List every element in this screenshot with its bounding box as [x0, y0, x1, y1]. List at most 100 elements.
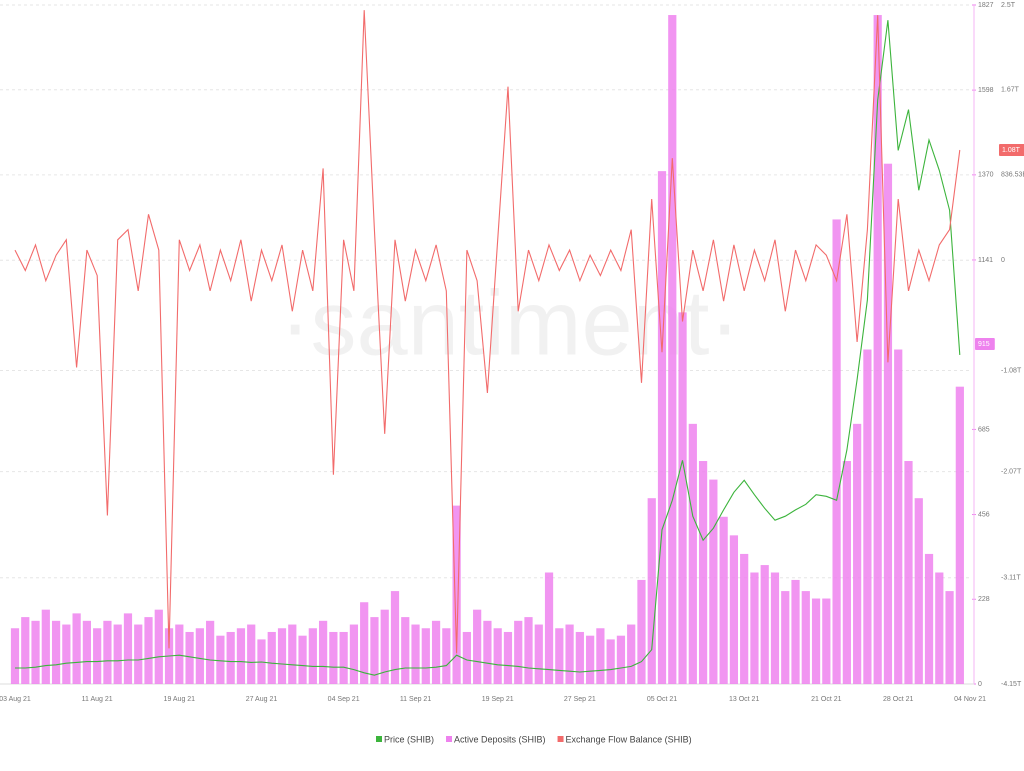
bar	[955, 386, 964, 684]
x-tick-label: 13 Oct 21	[729, 696, 759, 703]
bar	[308, 628, 317, 684]
bar	[883, 163, 893, 684]
bar	[801, 591, 810, 684]
bar	[822, 598, 831, 684]
bar	[103, 620, 112, 684]
bar	[688, 423, 697, 684]
bar	[82, 620, 91, 684]
y2-tick-label: -1.08T	[1001, 367, 1022, 374]
bar	[904, 461, 913, 684]
bar	[329, 631, 338, 684]
x-tick-label: 04 Sep 21	[328, 696, 360, 703]
bar	[637, 579, 646, 684]
value-badge-label: 1.08T	[1002, 147, 1021, 154]
bar	[791, 579, 800, 684]
series-line	[15, 20, 961, 676]
bar	[349, 624, 359, 684]
bar	[134, 624, 143, 684]
bar	[421, 628, 430, 684]
bar	[832, 219, 841, 684]
legend-swatch	[446, 736, 453, 742]
bar	[113, 624, 122, 684]
value-badge-label: 915	[978, 341, 990, 348]
bar	[719, 516, 728, 684]
bar	[452, 505, 461, 684]
x-tick-label: 19 Sep 21	[482, 696, 514, 703]
y2-tick-label: 836.53B	[1001, 172, 1024, 179]
bar	[206, 620, 215, 684]
bar	[185, 631, 194, 684]
bar	[401, 617, 410, 684]
bar	[154, 609, 163, 684]
bar	[360, 602, 369, 684]
bar	[267, 631, 276, 684]
x-tick-label: 03 Aug 21	[0, 696, 31, 703]
bar	[729, 535, 739, 684]
x-tick-label: 05 Oct 21	[647, 696, 677, 703]
bar	[935, 572, 944, 684]
y-tick-label: 1598	[978, 87, 994, 94]
bar	[842, 461, 851, 684]
bar	[493, 628, 502, 684]
x-tick-label: 27 Sep 21	[564, 696, 596, 703]
bar	[503, 631, 513, 684]
bar	[72, 613, 81, 684]
bar	[811, 598, 821, 684]
bar	[596, 628, 605, 684]
bar	[175, 624, 184, 684]
bar	[873, 15, 882, 684]
bar	[431, 620, 441, 684]
x-tick-label: 11 Sep 21	[400, 696, 432, 703]
bar	[31, 620, 40, 684]
bar	[575, 631, 584, 684]
bar	[894, 349, 903, 684]
bar	[247, 624, 256, 684]
bar	[616, 635, 626, 684]
bar	[288, 624, 297, 684]
bar	[339, 631, 348, 684]
legend: Price (SHIB) Active Deposits (SHIB) Exchan…	[376, 734, 692, 744]
bar	[534, 624, 543, 684]
bar	[565, 624, 574, 684]
legend-swatch	[557, 736, 564, 742]
bar	[647, 498, 656, 684]
legend-label: Exchange Flow Balance (SHIB)	[566, 734, 692, 744]
x-tick-label: 21 Oct 21	[811, 696, 841, 703]
bar	[524, 617, 533, 684]
bar	[586, 635, 595, 684]
series-line	[14, 10, 961, 654]
bar	[924, 553, 934, 684]
bar	[709, 479, 718, 684]
legend-swatch	[376, 736, 382, 742]
bar	[678, 312, 687, 684]
bar	[606, 639, 615, 684]
legend-label: Active Deposits (SHIB)	[454, 734, 546, 744]
legend-label: Price (SHIB)	[384, 734, 434, 744]
bar	[627, 624, 636, 684]
bar	[781, 591, 790, 684]
bar	[93, 628, 102, 684]
x-tick-label: 11 Aug 21	[82, 696, 113, 703]
x-tick-label: 04 Nov 21	[954, 696, 986, 703]
x-tick-label: 27 Aug 21	[246, 696, 278, 703]
bar	[298, 635, 307, 684]
bar	[945, 591, 954, 684]
bar	[370, 617, 379, 684]
bar	[473, 609, 482, 684]
bar	[390, 591, 400, 684]
bar	[514, 620, 523, 684]
y-tick-label: 0	[978, 681, 982, 688]
bar	[657, 171, 667, 684]
y2-tick-label: -2.07T	[1001, 468, 1022, 475]
bar	[668, 15, 677, 684]
bar	[555, 628, 564, 684]
y2-tick-label: 1.67T	[1001, 87, 1020, 94]
value-badge	[975, 337, 995, 350]
bar	[760, 565, 769, 684]
bar	[10, 628, 20, 684]
bar	[442, 628, 451, 684]
bar	[740, 553, 749, 684]
bar	[144, 617, 153, 684]
bar	[226, 631, 235, 684]
